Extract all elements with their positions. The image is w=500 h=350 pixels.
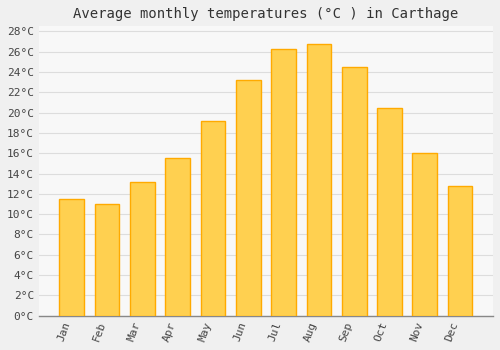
Bar — [306, 43, 331, 316]
Bar — [130, 182, 155, 316]
Bar — [448, 186, 472, 316]
Bar — [271, 49, 296, 316]
Bar — [200, 121, 226, 316]
Title: Average monthly temperatures (°C ) in Carthage: Average monthly temperatures (°C ) in Ca… — [74, 7, 458, 21]
Bar — [412, 153, 437, 316]
Bar — [342, 67, 366, 316]
Bar — [236, 80, 260, 316]
Bar — [166, 158, 190, 316]
Bar — [377, 107, 402, 316]
Bar — [94, 204, 120, 316]
Bar — [60, 199, 84, 316]
